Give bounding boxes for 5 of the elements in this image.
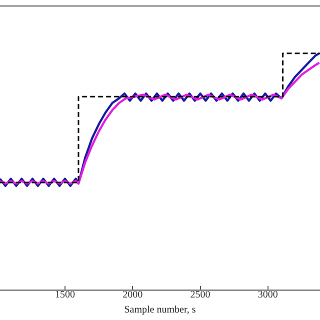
x-tick-label: 3000: [258, 290, 278, 301]
x-tick-label: 2000: [122, 290, 143, 301]
x-axis-title: Sample number, s: [124, 304, 196, 316]
x-tick-label: 2500: [190, 290, 210, 301]
x-tick-label: 1500: [54, 290, 75, 301]
